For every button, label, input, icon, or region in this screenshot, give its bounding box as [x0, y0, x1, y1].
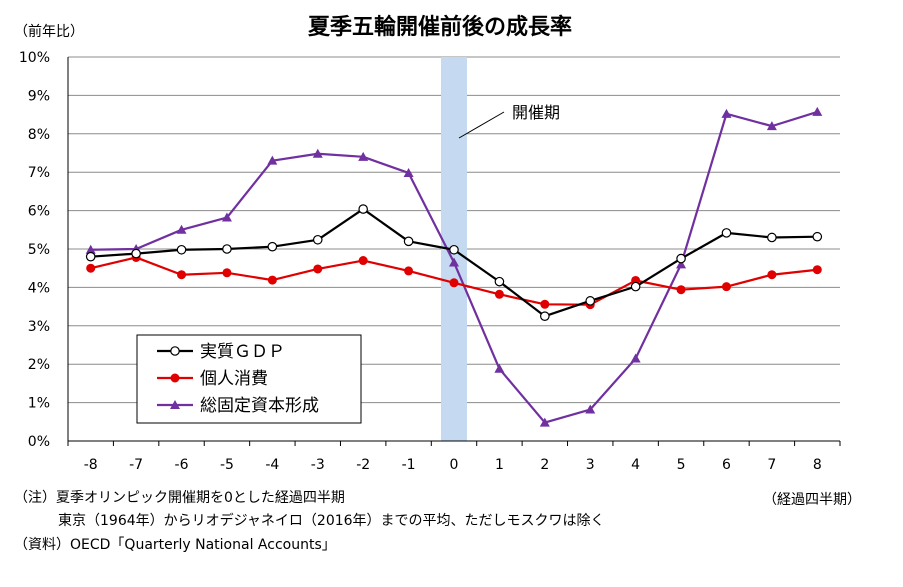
y-tick-label: 5% — [28, 242, 50, 258]
x-tick-label: 6 — [722, 457, 731, 473]
series-2-point — [585, 404, 596, 414]
series-0-point — [767, 232, 777, 243]
plot-area: 0% 1% 2% 3% 4% 5% 6% 7% 8% 9% 10% -8 -7 -6 -5 -4 -3 -2 -1 0… — [19, 50, 841, 473]
y-tick-label: 1% — [28, 396, 50, 412]
series-2-point — [812, 106, 823, 116]
note-line-3: （資料）OECD「Quarterly National Accounts」 — [14, 537, 336, 553]
x-tick-label: -6 — [175, 457, 189, 473]
series-0-point — [267, 241, 278, 252]
series-2-point — [403, 167, 414, 177]
series-0-point — [630, 281, 641, 292]
series-0-point — [358, 204, 368, 214]
x-tick-label: 3 — [586, 457, 595, 473]
series-1-point — [404, 266, 414, 276]
series-1-point — [86, 263, 96, 273]
series-0-point — [721, 228, 732, 238]
series-2-point — [494, 363, 505, 373]
x-tick-label: -8 — [84, 457, 98, 473]
y-axis-unit-label: （前年比） — [14, 23, 84, 40]
series-2-point — [85, 244, 96, 254]
highlight-label: 開催期 — [512, 103, 560, 122]
x-tick-label: -4 — [265, 457, 279, 473]
x-tick-label: -2 — [356, 457, 370, 473]
x-tick-label: 2 — [540, 457, 549, 473]
series-1-point — [676, 285, 686, 295]
y-tick-label: 2% — [28, 357, 50, 373]
series-2-point — [176, 224, 187, 234]
series-1-point — [222, 268, 232, 278]
series-0-point — [812, 231, 823, 242]
series-0-point — [222, 244, 232, 254]
series-0-point — [494, 276, 505, 287]
series-2-point — [676, 259, 687, 269]
series-1-point — [767, 270, 777, 280]
series-1-point — [358, 256, 368, 266]
y-tick-label: 4% — [28, 280, 50, 296]
series-2-point — [312, 148, 323, 158]
x-tick-label: 5 — [677, 457, 686, 473]
series-2-point — [630, 353, 641, 363]
legend-swatch-marker — [170, 400, 180, 409]
series-2-point — [449, 257, 459, 267]
series-0-point — [85, 251, 96, 262]
series-1-point — [313, 264, 323, 274]
x-tick-label: 1 — [495, 457, 504, 473]
series-0-point — [585, 296, 596, 306]
series-0-point — [403, 236, 414, 247]
chart-title: 夏季五輪開催前後の成長率 — [308, 14, 572, 40]
legend-label: 総固定資本形成 — [200, 396, 319, 416]
note-line-1: （注）夏季オリンピック開催期を0とした経過四半期 — [14, 490, 345, 506]
x-tick-label: -5 — [220, 457, 234, 473]
series-1-point — [540, 299, 550, 309]
x-tick-label: 0 — [450, 457, 459, 473]
series-1-point — [449, 278, 459, 288]
legend-swatch-marker — [170, 373, 180, 383]
series-0-point — [449, 244, 459, 255]
highlight-annotation-line — [458, 111, 505, 139]
note-line-2: 東京（1964年）からリオデジャネイロ（2016年）までの平均、ただしモスクワは… — [58, 513, 605, 529]
series-1-point — [812, 265, 822, 275]
series-2-point — [221, 212, 232, 222]
legend-swatch-marker — [170, 346, 180, 356]
series-1-point — [177, 270, 187, 280]
x-tick-label: -7 — [129, 457, 143, 473]
series-0-point — [540, 311, 550, 321]
legend-label: 実質ＧＤＰ — [200, 342, 285, 362]
series-2-point — [539, 417, 550, 427]
series-1-point — [267, 275, 277, 285]
x-tick-label: 8 — [813, 457, 822, 473]
x-tick-label: -1 — [402, 457, 416, 473]
y-tick-label: 7% — [28, 165, 50, 181]
y-tick-label: 10% — [19, 50, 50, 66]
y-tick-label: 6% — [28, 204, 50, 220]
series-1-point — [494, 289, 504, 299]
y-tick-label: 8% — [28, 127, 50, 143]
series-0-point — [676, 253, 686, 264]
series-2-point — [358, 151, 369, 161]
y-tick-label: 3% — [28, 319, 50, 335]
series-2-point — [766, 121, 777, 131]
y-tick-label: 0% — [28, 434, 50, 450]
series-2-point — [267, 155, 278, 165]
series-0-point — [131, 248, 141, 259]
x-tick-label: 4 — [631, 457, 640, 473]
series-1-point — [721, 282, 731, 292]
x-tick-label: -3 — [311, 457, 325, 473]
legend-label: 個人消費 — [200, 369, 268, 389]
series-0-point — [176, 244, 187, 255]
series-0-point — [312, 234, 323, 245]
series-2-point — [721, 108, 732, 118]
x-tick-label: 7 — [767, 457, 776, 473]
y-tick-label: 9% — [28, 88, 50, 104]
chart-x-axis-label: （経過四半期） — [763, 492, 861, 508]
